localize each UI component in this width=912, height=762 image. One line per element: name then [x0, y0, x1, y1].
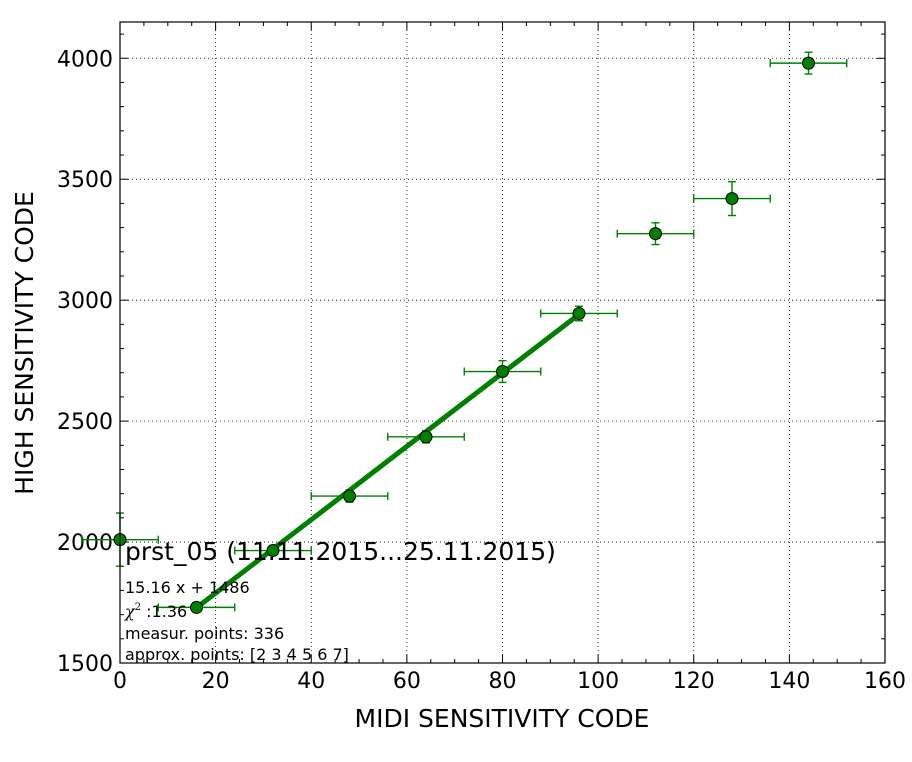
x-tick-label: 0: [113, 669, 127, 694]
data-point: [649, 227, 662, 241]
x-tick-label: 20: [202, 669, 230, 694]
chi-superscript: 2: [135, 602, 141, 613]
data-point: [190, 600, 203, 614]
x-tick-label: 80: [489, 669, 517, 694]
x-tick-label: 120: [673, 669, 715, 694]
annotation-title: prst_05 (11.11.2015...25.11.2015): [125, 537, 556, 566]
annotation-equation: 15.16 x + 1486: [125, 578, 250, 597]
x-tick-label: 160: [864, 669, 906, 694]
x-tick-label: 140: [768, 669, 810, 694]
data-point: [496, 365, 509, 379]
y-tick-label: 2500: [57, 410, 113, 435]
chi-symbol: χ: [124, 602, 136, 621]
fit-line: [194, 312, 581, 610]
data-point: [802, 56, 815, 70]
annotation-chi-squared: χ2 :1.36: [124, 602, 187, 621]
data-markers: [113, 56, 815, 614]
fit-line-group: [194, 312, 581, 610]
grid-lines: [120, 22, 885, 663]
y-tick-label: 3000: [57, 289, 113, 314]
annotation-block: prst_05 (11.11.2015...25.11.2015) 15.16 …: [124, 537, 556, 664]
y-axis-title: HIGH SENSITIVITY CODE: [10, 191, 39, 495]
annotation-measur-points: measur. points: 336: [125, 624, 284, 643]
data-point: [419, 430, 433, 444]
data-point: [266, 544, 280, 558]
data-point: [725, 192, 739, 206]
data-point: [572, 306, 586, 320]
chi-value: :1.36: [141, 602, 187, 621]
x-axis-ticks: 0 20 40 60 80 100 120 140 160: [113, 22, 906, 694]
annotation-approx-points: approx. points: [2 3 4 5 6 7]: [125, 645, 349, 664]
y-tick-label: 4000: [57, 47, 113, 72]
plot-frame: [119, 21, 886, 664]
data-point: [343, 489, 356, 503]
x-tick-label: 100: [577, 669, 619, 694]
y-tick-label: 1500: [57, 652, 113, 677]
x-tick-label: 60: [393, 669, 421, 694]
y-tick-label: 3500: [57, 168, 113, 193]
y-tick-label: 2000: [57, 531, 113, 556]
y-axis-ticks: 1500 2000 2500 3000 3500 4000: [57, 47, 885, 677]
x-tick-label: 40: [297, 669, 325, 694]
x-axis-title: MIDI SENSITIVITY CODE: [355, 704, 650, 733]
